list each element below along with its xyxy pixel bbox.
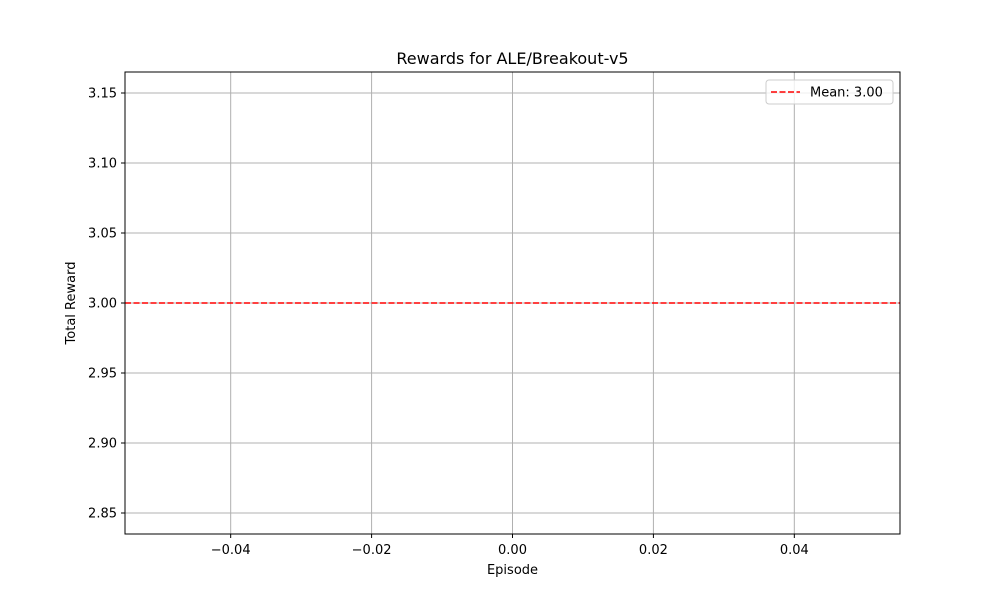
y-tick-label: 3.15 [88, 87, 117, 102]
y-tick-label: 2.90 [88, 437, 117, 452]
y-axis-label: Total Reward [64, 262, 79, 346]
chart-title: Rewards for ALE/Breakout-v5 [396, 49, 628, 68]
x-tick-label: −0.02 [352, 543, 392, 558]
x-tick-label: 0.04 [780, 543, 809, 558]
y-tick-label: 3.10 [88, 157, 117, 172]
legend: Mean: 3.00 [765, 79, 894, 105]
ticks: −0.04 −0.02 0.00 0.02 0.04 2.85 2.90 2.95 3.00 3.… [88, 87, 809, 559]
y-tick-label: 3.00 [88, 297, 117, 312]
y-tick-label: 2.95 [88, 367, 117, 382]
y-tick-label: 2.85 [88, 507, 117, 522]
x-tick-label: −0.04 [211, 543, 251, 558]
y-tick-label: 3.05 [88, 227, 117, 242]
x-axis-label: Episode [487, 563, 538, 578]
x-tick-label: 0.00 [498, 543, 527, 558]
legend-box [765, 79, 894, 105]
legend-label: Mean: 3.00 [810, 86, 883, 101]
x-tick-label: 0.02 [639, 543, 668, 558]
